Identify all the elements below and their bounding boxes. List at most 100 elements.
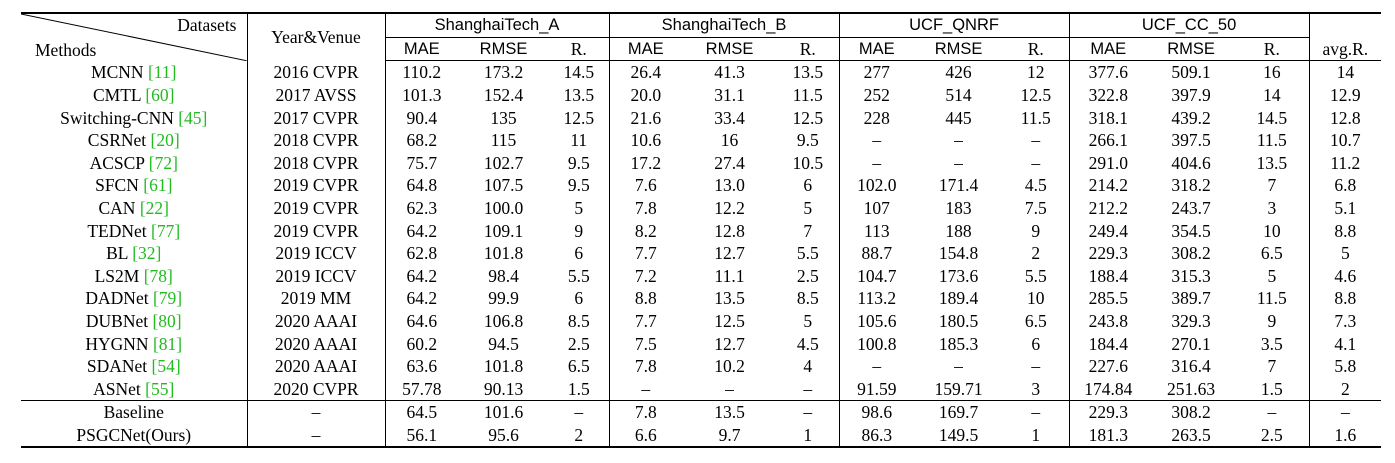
avg-rank-cell: 4.1 <box>1334 333 1357 354</box>
metric-cell: 7.2 <box>634 265 657 286</box>
method-name: TEDNet <box>87 220 147 241</box>
metric-cell: 12.2 <box>714 198 745 219</box>
metric-cell: – <box>954 152 963 173</box>
metric-cell: 101.3 <box>402 85 442 106</box>
metric-cell: 3.5 <box>1235 332 1310 355</box>
methods-label: Methods <box>35 39 97 60</box>
citation-link[interactable]: [79] <box>152 288 183 309</box>
subheader-mae: MAE <box>839 37 915 62</box>
metric-cell: 57.78 <box>402 378 442 399</box>
citation-link[interactable]: [54] <box>151 356 181 377</box>
dataset-header-shanghaitech-a: ShanghaiTech_A <box>385 11 610 38</box>
metric-cell: 105.6 <box>857 311 897 332</box>
metric-cell: 7.5 <box>634 333 657 354</box>
metric-cell: 439.2 <box>1171 107 1211 128</box>
metric-cell: 184.4 <box>1088 333 1128 354</box>
metric-cell: 113 <box>863 220 890 241</box>
results-body: MCNN [11] 2016 CVPR 110.2 173.2 14.5 26.4 41.3… <box>21 60 1382 449</box>
metric-cell: 113.2 <box>857 288 897 309</box>
metric-cell: 12 <box>1003 60 1070 84</box>
metric-cell: 107 <box>863 198 890 219</box>
metric-cell: 64.2 <box>406 265 438 286</box>
metric-cell: 63.6 <box>406 356 438 377</box>
year-venue-header: Year&Venue <box>247 12 386 61</box>
method-name: PSGCNet(Ours) <box>76 424 192 445</box>
metric-cell: 102.0 <box>857 175 897 196</box>
metric-cell: 11.1 <box>714 265 745 286</box>
citation-link[interactable]: [22] <box>139 198 169 219</box>
metric-cell: 263.5 <box>1147 423 1236 449</box>
metric-cell: 14.5 <box>1235 106 1310 129</box>
subheader-rank: R. <box>1003 37 1070 62</box>
table-row: DADNet [79] 2019 MM 64.2 99.9 6 8.8 13.5 8.5 113… <box>21 287 1381 310</box>
metric-cell: 10.2 <box>714 356 745 377</box>
metric-cell: 11.5 <box>777 83 840 107</box>
metric-cell: 91.59 <box>857 378 897 399</box>
metric-cell: 5 <box>777 196 840 220</box>
metric-cell: 12.5 <box>714 311 745 332</box>
metric-cell: 509.1 <box>1171 62 1211 83</box>
citation-link[interactable]: [55] <box>145 378 175 399</box>
metric-cell: 109.1 <box>483 220 524 241</box>
citation-link[interactable]: [80] <box>152 311 182 332</box>
method-name-cell: SDANet [54] <box>21 354 248 378</box>
method-name: DADNet <box>85 288 149 309</box>
metric-cell: 228 <box>863 107 890 128</box>
metric-cell: 62.3 <box>406 198 438 219</box>
citation-link[interactable]: [78] <box>143 265 173 286</box>
metric-cell: 8.2 <box>634 220 657 241</box>
metric-cell: 277 <box>863 62 890 83</box>
metric-cell: 6 <box>549 287 610 310</box>
metric-cell: 6 <box>549 241 610 265</box>
metric-cell: 64.2 <box>406 220 438 241</box>
method-name: LS2M <box>94 265 140 286</box>
citation-link[interactable]: [60] <box>145 85 175 106</box>
metric-cell: 249.4 <box>1088 220 1128 241</box>
metric-cell: 12.5 <box>1003 83 1070 107</box>
citation-link[interactable]: [81] <box>152 333 183 354</box>
metric-cell: 7.7 <box>634 311 657 332</box>
metric-cell: 5 <box>777 309 840 333</box>
subheader-rank: R. <box>549 37 610 62</box>
method-name: ACSCP <box>89 152 145 173</box>
citation-link[interactable]: [61] <box>143 175 173 196</box>
metric-cell: – <box>641 378 651 399</box>
metric-cell: 377.6 <box>1088 62 1128 83</box>
metric-cell: 11 <box>549 128 610 152</box>
metric-cell: 270.1 <box>1171 333 1211 354</box>
metric-cell: 2 <box>549 423 610 449</box>
metric-cell: 12.7 <box>714 243 745 264</box>
metric-cell: – <box>872 152 882 173</box>
year-venue-cell: 2018 CVPR <box>247 151 386 175</box>
metric-cell: 98.4 <box>488 265 519 286</box>
metric-cell: – <box>1003 151 1070 175</box>
citation-link[interactable]: [32] <box>132 243 162 264</box>
metric-cell: 7.8 <box>634 356 657 377</box>
metric-cell: 104.7 <box>857 265 897 286</box>
header-row-datasets: Datasets Methods Year&Venue ShanghaiTech… <box>21 11 1382 61</box>
metric-cell: 185.3 <box>938 333 979 354</box>
table-row: HYGNN [81] 2020 AAAI 60.2 94.5 2.5 7.5 12.7 4.5… <box>21 332 1381 355</box>
metric-cell: 8.5 <box>777 287 840 310</box>
metric-cell: 110.2 <box>402 62 442 83</box>
citation-link[interactable]: [45] <box>178 107 208 128</box>
metric-cell: 64.5 <box>385 400 458 424</box>
subheader-rmse: RMSE <box>1147 37 1236 62</box>
year-venue-cell: 2019 CVPR <box>247 174 386 197</box>
year-venue-cell: 2018 CVPR <box>247 128 386 152</box>
citation-link[interactable]: [77] <box>151 220 181 241</box>
citation-link[interactable]: [72] <box>148 152 178 173</box>
metric-cell: – <box>954 130 963 151</box>
citation-link[interactable]: [20] <box>150 130 180 151</box>
metric-cell: 41.3 <box>714 62 745 83</box>
metric-cell: 514 <box>945 85 972 106</box>
metric-cell: 188.4 <box>1088 265 1128 286</box>
dataset-header-ucf-cc-50: UCF_CC_50 <box>1069 11 1310 38</box>
metric-cell: 243.7 <box>1171 198 1211 219</box>
metric-cell: 12.5 <box>777 106 840 129</box>
metric-cell: – <box>1003 354 1070 378</box>
citation-link[interactable]: [11] <box>147 62 177 83</box>
subheader-rmse: RMSE <box>914 37 1004 62</box>
year-venue-cell: 2019 CVPR <box>247 196 386 220</box>
metric-cell: 1.5 <box>1235 377 1310 401</box>
